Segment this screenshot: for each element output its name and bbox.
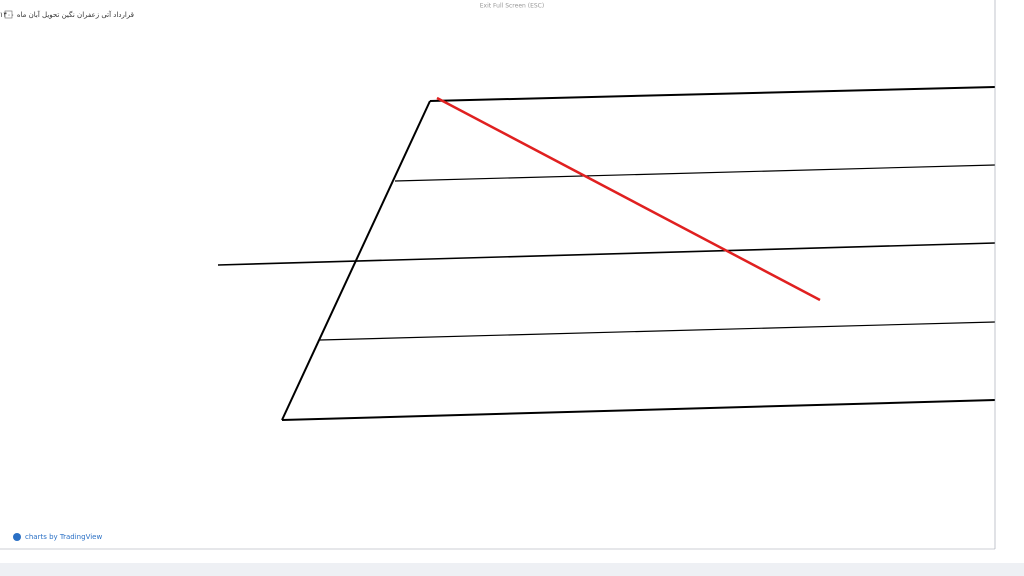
resistance-line xyxy=(436,96,821,302)
collapse-button[interactable] xyxy=(4,10,13,19)
channel-bottom xyxy=(281,399,996,421)
price-axis xyxy=(995,0,1024,549)
symbol: SAFAB - قرارداد آتی زعفران نگین تحویل آب… xyxy=(0,10,134,19)
channel-top xyxy=(429,86,996,102)
channel-line xyxy=(394,164,996,182)
watermark[interactable]: charts by TradingView xyxy=(25,533,102,541)
channel-line xyxy=(319,321,996,341)
exit-fullscreen[interactable]: Exit Full Screen (ESC) xyxy=(480,3,544,10)
channel-line xyxy=(217,242,996,266)
logo xyxy=(13,533,21,541)
toolbar xyxy=(0,563,1024,576)
time-axis xyxy=(0,549,1024,563)
drawings xyxy=(217,86,996,421)
